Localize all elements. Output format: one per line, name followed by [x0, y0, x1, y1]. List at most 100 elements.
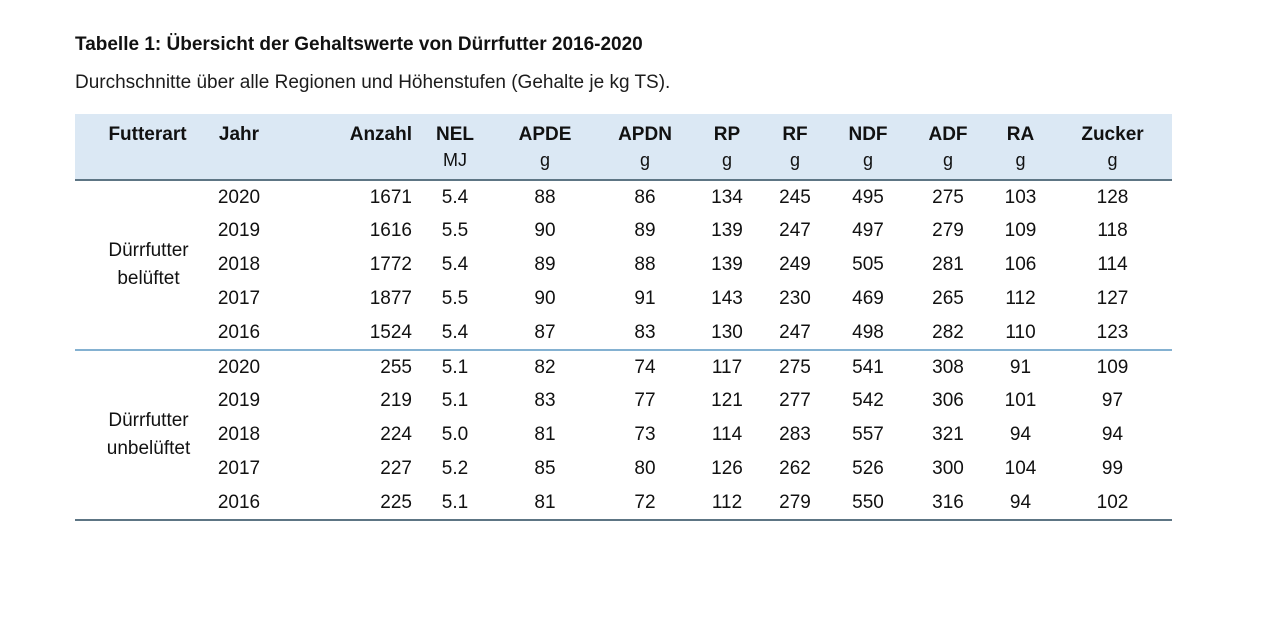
cell-apde: 82 [534, 356, 556, 378]
cell-ndf: 495 [852, 186, 884, 208]
column-unit-rp: g [721, 150, 732, 170]
cell-jahr: 2018 [217, 424, 261, 445]
cell-zucker: 99 [1101, 458, 1124, 479]
cell-apde: 83 [534, 390, 556, 411]
cell-ra: 109 [1004, 220, 1037, 241]
cell-anzahl: 1671 [369, 186, 412, 208]
cell-ra: 104 [1004, 458, 1037, 479]
cell-anzahl: 1877 [369, 288, 412, 309]
cell-rf: 262 [779, 458, 811, 479]
cell-ndf: 557 [852, 424, 884, 445]
cell-nel: 5.4 [441, 186, 469, 208]
cell-adf: 306 [932, 390, 964, 411]
column-header-anzahl: Anzahl [349, 124, 412, 145]
cell-zucker: 102 [1096, 491, 1129, 513]
column-header-nel: NEL [436, 124, 474, 145]
cell-apde: 90 [534, 220, 556, 241]
cell-zucker: 127 [1096, 288, 1129, 309]
cell-adf: 282 [932, 321, 964, 343]
table-row: 2019 219 5.1 83 77 121 277 542 306 101 97 [75, 384, 1172, 418]
cell-ra: 106 [1004, 254, 1037, 275]
cell-apdn: 72 [634, 491, 656, 513]
column-unit-rf: g [789, 150, 800, 170]
cell-apde: 90 [534, 288, 556, 309]
cell-apdn: 74 [634, 356, 656, 378]
column-header-futterart: Futterart [108, 124, 187, 145]
cell-ra: 112 [1005, 288, 1036, 309]
cell-anzahl: 219 [380, 390, 412, 411]
cell-jahr: 2017 [217, 458, 261, 479]
cell-ndf: 505 [852, 254, 884, 275]
cell-adf: 316 [932, 491, 964, 513]
cell-zucker: 94 [1101, 424, 1124, 445]
cell-adf: 300 [932, 458, 964, 479]
cell-zucker: 118 [1097, 220, 1128, 241]
cell-nel: 5.1 [441, 356, 469, 378]
gehaltswerte-table: Futterart Jahr Anzahl NEL APDE APDN RP RF NDF ADF… [75, 114, 1172, 521]
cell-jahr: 2020 [217, 356, 261, 378]
cell-ra: 101 [1004, 390, 1037, 411]
cell-ra: 94 [1009, 491, 1032, 513]
cell-ndf: 469 [852, 288, 884, 309]
cell-adf: 281 [932, 254, 964, 275]
cell-rp: 117 [711, 356, 743, 378]
table-row: Dürrfutter belüftet 2020 1671 5.4 88 86 134 245… [75, 180, 1172, 290]
cell-nel: 5.5 [441, 288, 469, 309]
cell-rp: 143 [711, 288, 743, 309]
cell-jahr: 2019 [217, 220, 261, 241]
cell-rp: 112 [711, 491, 743, 513]
column-unit-apdn: g [639, 150, 650, 170]
cell-anzahl: 1524 [369, 321, 412, 343]
table-row: 2019 1616 5.5 90 89 139 247 497 279 109 118 [75, 214, 1172, 248]
column-unit-anzahl [278, 150, 418, 180]
cell-apde: 85 [534, 458, 556, 479]
cell-rf: 247 [779, 321, 811, 343]
cell-ndf: 498 [852, 321, 884, 343]
column-unit-apde: g [539, 150, 550, 170]
cell-rf: 277 [779, 390, 811, 411]
cell-jahr: 2020 [217, 186, 261, 208]
column-header-adf: ADF [928, 124, 968, 145]
column-unit-adf: g [942, 150, 953, 170]
cell-apdn: 83 [634, 321, 656, 343]
cell-apde: 81 [534, 491, 556, 513]
cell-ndf: 550 [852, 491, 884, 513]
cell-ra: 91 [1009, 356, 1032, 378]
cell-ndf: 497 [852, 220, 884, 241]
cell-rp: 121 [711, 390, 743, 411]
cell-apdn: 77 [634, 390, 656, 411]
cell-adf: 275 [932, 186, 964, 208]
cell-ndf: 541 [852, 356, 884, 378]
cell-anzahl: 224 [380, 424, 412, 445]
cell-rf: 283 [779, 424, 811, 445]
column-unit-futterart [75, 150, 200, 180]
cell-apdn: 88 [634, 254, 656, 275]
column-unit-zucker: g [1107, 150, 1118, 170]
cell-apdn: 89 [634, 220, 656, 241]
cell-anzahl: 227 [380, 458, 412, 479]
column-header-ra: RA [1006, 124, 1035, 145]
cell-apdn: 86 [634, 186, 656, 208]
cell-zucker: 114 [1097, 254, 1128, 275]
cell-anzahl: 1772 [369, 254, 412, 275]
cell-adf: 308 [932, 356, 964, 378]
table-row: 2017 227 5.2 85 80 126 262 526 300 104 99 [75, 452, 1172, 486]
cell-rp: 134 [711, 186, 743, 208]
table-header: Futterart Jahr Anzahl NEL APDE APDN RP RF NDF ADF… [75, 114, 1172, 180]
cell-rp: 139 [711, 254, 743, 275]
cell-anzahl: 225 [380, 491, 412, 513]
cell-rp: 126 [711, 458, 743, 479]
cell-rf: 247 [779, 220, 811, 241]
cell-ndf: 542 [852, 390, 884, 411]
cell-rf: 275 [779, 356, 811, 378]
cell-rf: 245 [779, 186, 811, 208]
cell-nel: 5.1 [441, 390, 469, 411]
column-unit-nel: MJ [443, 150, 467, 170]
cell-rp: 139 [711, 220, 743, 241]
table-row: Dürrfutter unbelüftet 2020 255 5.1 82 74 117 27… [75, 350, 1172, 460]
cell-ndf: 526 [852, 458, 884, 479]
table-title: Tabelle 1: Übersicht der Gehaltswerte vo… [75, 34, 643, 55]
row-group-0: Dürrfutter belüftet 2020 1671 5.4 88 86 134 245… [75, 180, 1172, 350]
column-header-ndf: NDF [848, 124, 888, 145]
table-subtitle: Durchschnitte über alle Regionen und Höh… [75, 72, 671, 93]
